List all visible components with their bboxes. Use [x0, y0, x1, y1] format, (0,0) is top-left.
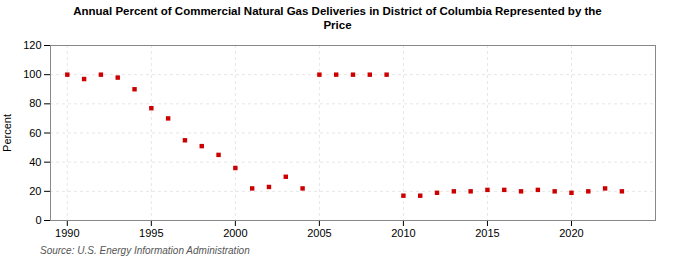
html-text:Source: U.S. Energy Informatio: Source: U.S. Energy Information Administ…	[40, 244, 250, 256]
svg-text:60: 60	[29, 126, 41, 138]
svg-text:0: 0	[35, 214, 41, 226]
svg-text:80: 80	[29, 97, 41, 109]
svg-text:1995: 1995	[139, 227, 163, 239]
svg-text:2010: 2010	[391, 227, 415, 239]
svg-text:100: 100	[23, 68, 41, 80]
svg-text:20: 20	[29, 185, 41, 197]
svg-text:40: 40	[29, 155, 41, 167]
svg-text:2020: 2020	[559, 227, 583, 239]
svg-text:120: 120	[23, 39, 41, 51]
svg-text:Percent: Percent	[1, 114, 13, 152]
svg-text:2005: 2005	[307, 227, 331, 239]
svg-text:2000: 2000	[223, 227, 247, 239]
svg-text:1990: 1990	[55, 227, 79, 239]
svg-text:2015: 2015	[475, 227, 499, 239]
html-text:Annual Percent of Commercial N: Annual Percent of Commercial Natural Gas…	[73, 5, 602, 32]
